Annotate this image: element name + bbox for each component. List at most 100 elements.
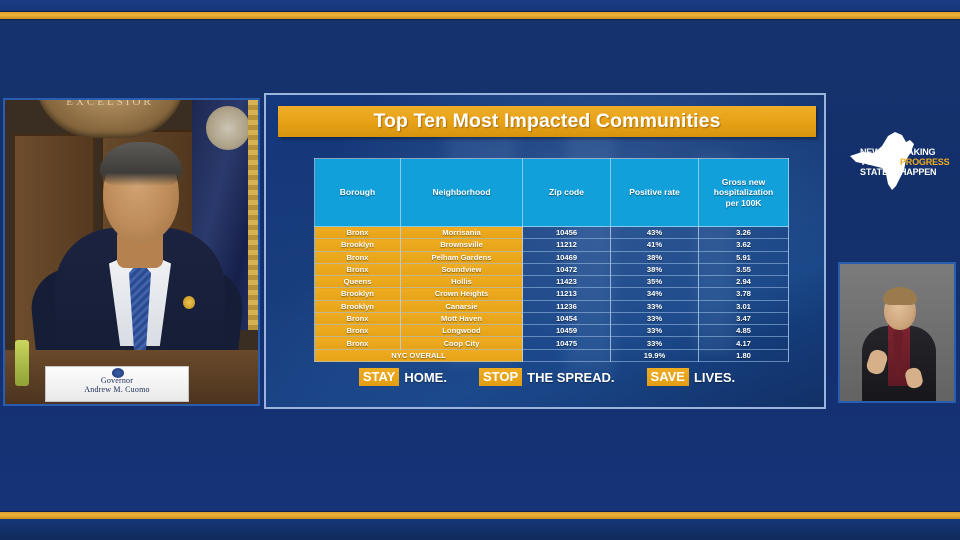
cell-hosp: 3.78 — [698, 287, 789, 301]
cell-neighborhood: Crown Heights — [400, 287, 523, 301]
cell-rate: 34% — [610, 287, 699, 301]
governor-video-feed[interactable]: EXCELSIOR Governor Andrew M. Cuomo — [3, 98, 260, 406]
top-gold-stripe — [0, 12, 960, 19]
banner-highlight-save: SAVE — [646, 368, 689, 386]
table-row: Bronx Soundview 10472 38% 3.55 — [314, 262, 789, 277]
cell-hosp: 3.01 — [698, 299, 789, 313]
cell-hosp: 2.94 — [698, 275, 789, 289]
cell-borough: Bronx — [314, 324, 401, 338]
cell-zip: 10472 — [522, 262, 611, 277]
banner-text-lives: LIVES. — [693, 369, 736, 385]
table-row: Bronx Pelham Gardens 10469 38% 5.91 — [314, 250, 789, 264]
asl-interpreter-video-feed[interactable] — [838, 262, 956, 403]
bottom-gold-stripe — [0, 512, 960, 519]
cell-borough: Brooklyn — [314, 299, 401, 313]
bottom-frame-band — [0, 519, 960, 540]
top-frame-band — [0, 0, 960, 12]
cell-neighborhood: Coop City — [400, 336, 523, 350]
nameplate-seal-icon — [112, 368, 124, 378]
bottom-stripe-edge — [0, 511, 960, 512]
banner-highlight-stay: STAY — [358, 368, 400, 386]
cell-neighborhood: Mott Haven — [400, 311, 523, 326]
speaker-tie-front — [129, 260, 151, 368]
banner-item-stay-home: STAY HOME. — [358, 368, 447, 386]
column-header-positive-rate: Positive rate — [610, 158, 699, 227]
cell-borough: Bronx — [314, 311, 401, 326]
nameplate-title: Governor — [100, 376, 134, 385]
table-row-overall: NYC OVERALL 19.9% 1.80 — [314, 348, 789, 363]
banner-text-home: HOME. — [404, 369, 447, 385]
logo-line-state: STATE — [860, 167, 889, 177]
column-header-borough: Borough — [314, 158, 401, 227]
cell-hosp: 4.17 — [698, 336, 789, 350]
speaker-hair — [100, 142, 182, 186]
water-bottle — [15, 340, 29, 386]
cell-zip: 10459 — [522, 324, 611, 338]
new-york-state-map-icon — [850, 132, 914, 190]
cell-neighborhood: Hollis — [400, 275, 523, 289]
cell-borough: Bronx — [314, 225, 401, 240]
cell-overall-zip — [522, 348, 611, 363]
cell-neighborhood: Morrisania — [400, 225, 523, 240]
table-header: Borough Neighborhood Zip code Positive r… — [314, 158, 789, 227]
presentation-slide: Top Ten Most Impacted Communities Boroug… — [264, 93, 826, 409]
table-row: Queens Hollis 11423 35% 2.94 — [314, 275, 789, 289]
cell-zip: 11236 — [522, 299, 611, 313]
cell-rate: 33% — [610, 324, 699, 338]
cell-borough: Queens — [314, 275, 401, 289]
logo-line-progress: PROGRESS — [900, 157, 950, 167]
slide-title-text: Top Ten Most Impacted Communities — [373, 110, 721, 132]
cell-borough: Bronx — [314, 250, 401, 264]
interpreter-hair — [883, 287, 917, 305]
banner-highlight-stop: STOP — [478, 368, 523, 386]
banner-text-the-spread: THE SPREAD. — [527, 369, 615, 385]
cell-neighborhood: Longwood — [400, 324, 523, 338]
cell-neighborhood: Soundview — [400, 262, 523, 277]
cell-rate: 38% — [610, 262, 699, 277]
cell-borough: Bronx — [314, 336, 401, 350]
cell-neighborhood: Canarsie — [400, 299, 523, 313]
cell-hosp: 5.91 — [698, 250, 789, 264]
table-row: Bronx Morrisania 10456 43% 3.26 — [314, 225, 789, 240]
cell-neighborhood: Brownsville — [400, 238, 523, 252]
cell-hosp: 3.47 — [698, 311, 789, 326]
logo-line-happen: HAPPEN — [900, 167, 937, 177]
top-stripe-edge — [0, 11, 960, 12]
cell-rate: 35% — [610, 275, 699, 289]
banner-item-stop-spread: STOP THE SPREAD. — [478, 368, 615, 386]
cell-rate: 33% — [610, 336, 699, 350]
interpreter-necktie — [893, 326, 903, 376]
table-row: Brooklyn Brownsville 11212 41% 3.62 — [314, 238, 789, 252]
nameplate-name: Andrew M. Cuomo — [84, 385, 150, 395]
new-york-state-logo: NEW YORK STATE MAKING PROGRESS HAPPEN — [848, 126, 954, 196]
cell-borough: Brooklyn — [314, 287, 401, 301]
flag-emblem — [206, 106, 250, 150]
table-row: Bronx Longwood 10459 33% 4.85 — [314, 324, 789, 338]
cell-rate: 33% — [610, 299, 699, 313]
banner-item-save-lives: SAVE LIVES. — [646, 368, 736, 386]
cell-borough: Bronx — [314, 262, 401, 277]
column-header-neighborhood: Neighborhood — [400, 158, 523, 227]
slide-title-bar: Top Ten Most Impacted Communities — [278, 106, 816, 137]
table-row: Bronx Coop City 10475 33% 4.17 — [314, 336, 789, 350]
cell-neighborhood: Pelham Gardens — [400, 250, 523, 264]
cell-overall-label: NYC OVERALL — [314, 348, 523, 363]
cell-overall-rate: 19.9% — [610, 348, 699, 363]
cell-hosp: 3.55 — [698, 262, 789, 277]
cell-zip: 10456 — [522, 225, 611, 240]
logo-line-york: YORK — [860, 157, 887, 167]
cell-zip: 11423 — [522, 275, 611, 289]
top-stripe-edge-lower — [0, 19, 960, 20]
cell-hosp: 3.62 — [698, 238, 789, 252]
logo-line-making: MAKING — [900, 147, 936, 157]
cell-rate: 38% — [610, 250, 699, 264]
cell-rate: 43% — [610, 225, 699, 240]
impacted-communities-table: Borough Neighborhood Zip code Positive r… — [314, 158, 789, 363]
flag-fringe — [248, 100, 258, 330]
cell-zip: 11212 — [522, 238, 611, 252]
cell-zip: 10475 — [522, 336, 611, 350]
table-body: Bronx Morrisania 10456 43% 3.26 Brooklyn… — [314, 225, 789, 363]
cell-rate: 33% — [610, 311, 699, 326]
lapel-pin-icon — [183, 296, 195, 309]
